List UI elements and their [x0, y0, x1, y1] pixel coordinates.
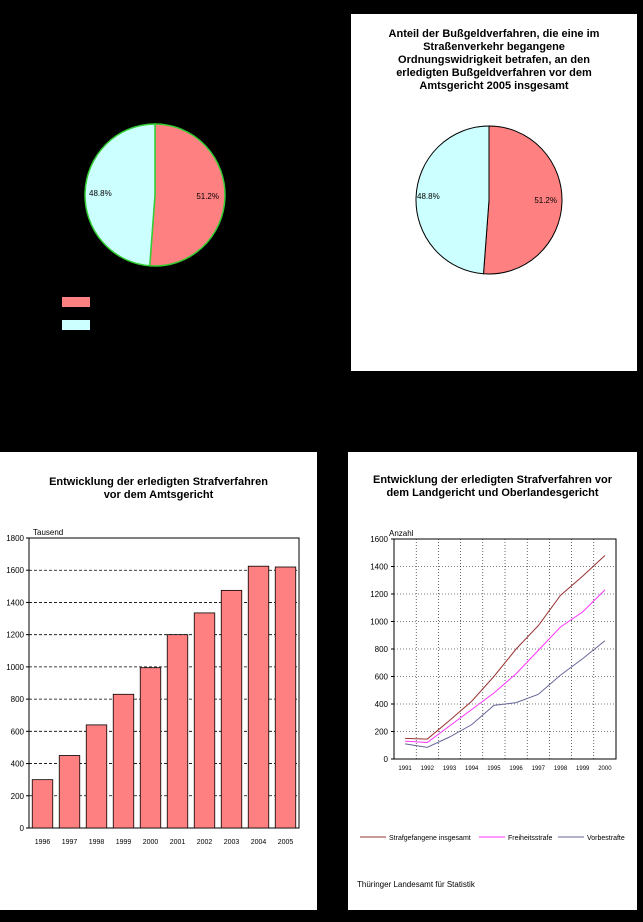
bar [139, 667, 162, 829]
bar [247, 565, 270, 829]
y-tick-label: 1400 [370, 563, 388, 572]
y-tick-label: 0 [20, 824, 25, 833]
y-tick-label: 1400 [6, 598, 24, 607]
bar [112, 693, 135, 829]
plot-frame [393, 538, 617, 760]
x-tick-label: 2003 [224, 839, 240, 846]
bar [274, 566, 297, 829]
legend-label: Strafgefangene insgesamt [389, 835, 471, 842]
y-tick-label: 200 [375, 728, 389, 737]
pie-slice [482, 125, 563, 275]
series-line [405, 589, 606, 744]
y-tick-label: 0 [384, 755, 389, 764]
y-axis-label: Anzahl [389, 529, 414, 538]
y-tick-label: 200 [11, 792, 25, 801]
pie-right-title: Anteil der Bußgeldverfahren, die eine im… [388, 28, 600, 92]
series-line [405, 640, 606, 748]
bar [58, 755, 81, 829]
legend-label: Vorbestrafte [587, 835, 625, 842]
y-tick-label: 1200 [6, 631, 24, 640]
x-tick-label: 1999 [116, 839, 132, 846]
x-tick-label: 2001 [170, 839, 186, 846]
y-tick-label: 600 [375, 673, 389, 682]
x-tick-label: 2000 [143, 839, 159, 846]
x-tick-label: 2000 [598, 766, 612, 772]
bar-chart-title: Entwicklung der erledigten Strafverfahre… [49, 476, 268, 501]
x-tick-label: 1997 [532, 766, 546, 772]
line-panel: Entwicklung der erledigten Strafverfahre… [348, 452, 637, 910]
y-tick-label: 400 [375, 700, 389, 709]
y-tick-label: 1800 [6, 534, 24, 543]
legend-swatch [62, 320, 90, 330]
x-tick-label: 2004 [251, 839, 267, 846]
y-axis-label: Tausend [33, 528, 63, 537]
legend-label: Freiheitsstrafe [508, 835, 552, 842]
pie-data-label: 51.2% [534, 196, 557, 205]
x-tick-label: 1998 [554, 766, 568, 772]
pie-right-svg: 51.2% 48.8% [415, 125, 563, 275]
bar [31, 779, 54, 829]
x-tick-label: 2002 [197, 839, 213, 846]
x-tick-label: 1991 [398, 766, 412, 772]
y-tick-label: 400 [11, 760, 25, 769]
x-tick-label: 1993 [443, 766, 457, 772]
y-tick-label: 600 [11, 727, 25, 736]
x-tick-label: 1997 [62, 839, 78, 846]
x-tick-label: 1996 [35, 839, 51, 846]
pie-slice [84, 123, 156, 267]
y-tick-label: 1600 [370, 535, 388, 544]
y-tick-label: 1000 [6, 663, 24, 672]
bar-chart-svg: 0 200 400 600 800 1000 1200 1400 1600 1800 Tausend… [6, 528, 300, 846]
x-tick-label: 1998 [89, 839, 105, 846]
x-tick-label: 1995 [487, 766, 501, 772]
pie-panel-right: Anteil der Bußgeldverfahren, die eine im… [351, 14, 637, 371]
legend-swatch [62, 297, 90, 307]
y-tick-label: 1600 [6, 566, 24, 575]
x-tick-label: 2005 [278, 839, 294, 846]
y-tick-label: 1200 [370, 590, 388, 599]
pie-data-label: 48.8% [89, 189, 112, 198]
y-tick-label: 800 [375, 645, 389, 654]
y-tick-label: 800 [11, 695, 25, 704]
source-footer: Thüringer Landesamt für Statistik [357, 880, 475, 889]
pie-data-label: 48.8% [417, 192, 440, 201]
series-line [405, 555, 606, 740]
bar-panel: Entwicklung der erledigten Strafverfahre… [0, 452, 317, 910]
pie-data-label: 51.2% [196, 192, 219, 201]
plot-frame [28, 537, 300, 829]
x-tick-label: 1999 [576, 766, 590, 772]
bar [166, 634, 189, 829]
y-tick-label: 1000 [370, 618, 388, 627]
line-chart-title: Entwicklung der erledigten Strafverfahre… [372, 474, 612, 499]
bar [220, 589, 243, 829]
pie-slice [415, 125, 490, 275]
pie-slice [148, 123, 226, 267]
bar [193, 612, 216, 829]
bar [85, 724, 108, 829]
x-tick-label: 1992 [421, 766, 435, 772]
x-tick-label: 1996 [509, 766, 523, 772]
x-tick-label: 1994 [465, 766, 479, 772]
